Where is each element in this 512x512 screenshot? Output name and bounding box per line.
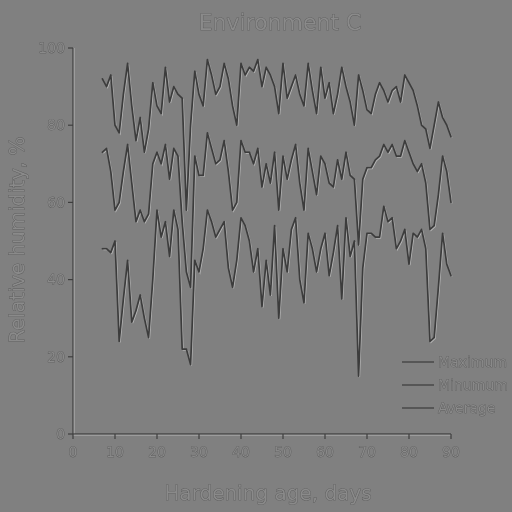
legend-label-minumum: Minumum [438, 378, 508, 394]
x-tick-label: 60 [316, 445, 334, 461]
legend-label-maximum: Maximum [438, 355, 507, 371]
series-minumum-line [101, 205, 452, 377]
y-tick-label: 0 [56, 427, 65, 443]
x-tick-label: 90 [442, 445, 460, 461]
legend: Maximum Minumum Average [402, 355, 508, 417]
x-tick-label: 50 [274, 445, 292, 461]
x-axis-label: Hardening age, days [164, 481, 371, 505]
series-average-line [101, 132, 452, 289]
x-tick-label: 40 [232, 445, 250, 461]
x-tick-label: 20 [148, 445, 166, 461]
y-tick-label: 60 [47, 195, 65, 211]
y-tick-label: 20 [47, 350, 65, 366]
x-tick-label: 0 [69, 445, 78, 461]
axes: 0 20 40 60 80 100 0 10 20 30 40 50 60 70 80 90 [38, 41, 460, 462]
plot-area [101, 58, 453, 378]
legend-label-average: Average [438, 401, 496, 417]
x-tick-label: 80 [400, 445, 418, 461]
x-tick-label: 30 [190, 445, 208, 461]
y-axis-label: Relative humidity, % [5, 136, 29, 343]
y-tick-label: 80 [47, 118, 65, 134]
series-maximum-line [101, 58, 452, 211]
chart-title: Environment C [199, 11, 362, 36]
x-tick-label: 70 [358, 445, 376, 461]
y-tick-label: 100 [38, 41, 65, 57]
x-tick-label: 10 [106, 445, 124, 461]
y-tick-label: 40 [47, 273, 65, 289]
